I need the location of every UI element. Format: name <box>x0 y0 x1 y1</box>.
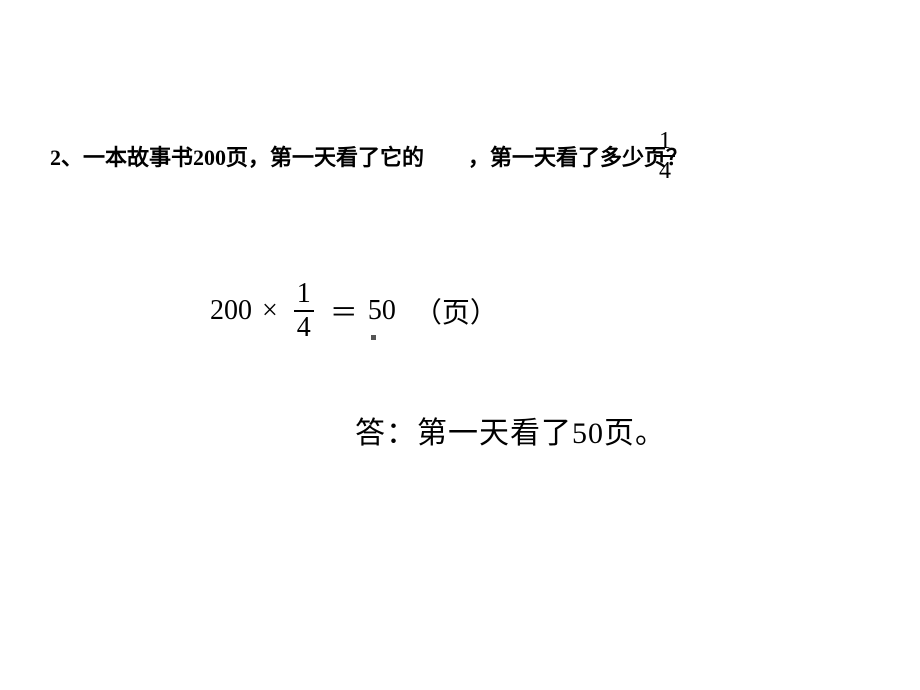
fraction-numerator: 1 <box>656 129 674 155</box>
answer-line: 答：第一天看了50页。 <box>355 408 666 452</box>
eq-frac-numerator: 1 <box>294 280 314 310</box>
equation-unit: （页） <box>414 291 498 331</box>
problem-prefix: 2、一本故事书200页，第一天看了它的 <box>50 140 424 172</box>
center-dot-icon <box>371 335 376 340</box>
equation-line: 200 × 1 4 ＝ 50 （页） <box>210 280 498 342</box>
equation-fraction: 1 4 <box>294 280 314 342</box>
equation-equals: ＝ <box>330 291 358 331</box>
problem-gap <box>424 140 468 172</box>
fraction-denominator: 4 <box>656 157 674 183</box>
problem-statement: 2、一本故事书200页，第一天看了它的 ，第一天看了多少页？ 1 4 <box>50 140 880 172</box>
problem-fraction: 1 4 <box>655 129 675 183</box>
equation-operator: × <box>262 295 278 327</box>
equation-lhs: 200 <box>210 295 252 327</box>
eq-frac-denominator: 4 <box>294 312 314 342</box>
equation-result: 50 <box>368 295 396 327</box>
